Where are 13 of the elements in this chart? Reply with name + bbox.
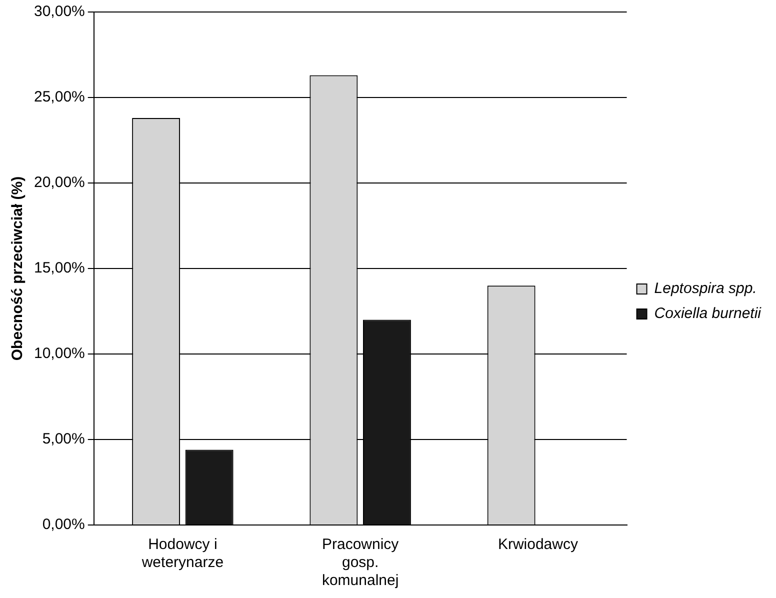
y-tick-label: 15,00% [34, 260, 85, 277]
x-tick-label: Hodowcy i weterynarze [140, 536, 224, 572]
y-tick-label: 0,00% [42, 516, 85, 534]
legend-label: Leptospira spp. [654, 280, 757, 298]
y-tick-label: 10,00% [34, 345, 85, 362]
y-tick-label: 20,00% [34, 174, 85, 192]
x-tick-label: Pracownicy gosp. komunalnej [322, 536, 400, 590]
x-tick-label: Krwiodawcy [498, 536, 578, 554]
y-tick-label: 25,00% [34, 88, 85, 106]
y-tick-label: 5,00% [42, 430, 85, 448]
y-tick-label: 30,00% [34, 3, 85, 20]
legend-label: Coxiella burnetii [654, 305, 762, 322]
y-axis-title: Obecność przeciwciał (%) [9, 176, 26, 361]
